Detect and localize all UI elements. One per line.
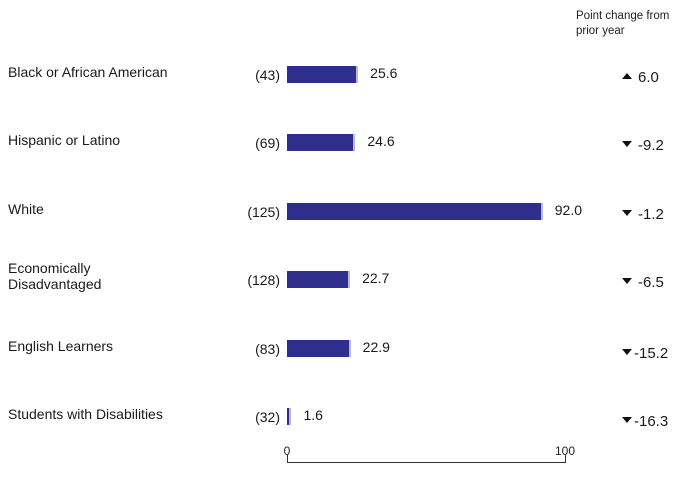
change-column-header: Point change from prior year <box>576 10 670 37</box>
point-change: -16.3 <box>622 413 668 430</box>
value-label: 92.0 <box>554 202 582 218</box>
point-change: -1.2 <box>622 206 664 223</box>
category-label: Economically Disadvantaged <box>8 260 102 292</box>
category-label: English Learners <box>8 338 114 354</box>
arrow-up-icon <box>622 73 632 80</box>
count-label: (128) <box>247 272 280 288</box>
bar <box>287 203 543 220</box>
category-label: Students with Disabilities <box>8 406 163 422</box>
arrow-down-icon <box>622 141 632 148</box>
bar <box>287 271 351 288</box>
value-label: 24.6 <box>367 133 395 149</box>
value-label: 25.6 <box>370 65 398 81</box>
category-label: White <box>8 201 44 217</box>
x-axis-tick <box>287 455 288 463</box>
count-label: (32) <box>255 409 280 425</box>
point-change-value: -9.2 <box>638 137 664 154</box>
x-tick-label: 0 <box>283 444 291 458</box>
count-label: (43) <box>255 67 280 83</box>
point-change: -6.5 <box>622 274 664 291</box>
arrow-down-icon <box>622 278 632 285</box>
point-change-value: -15.2 <box>634 345 669 362</box>
x-axis-tick <box>565 455 566 463</box>
point-change: 6.0 <box>622 69 659 86</box>
category-label: Hispanic or Latino <box>8 132 121 148</box>
x-tick-label: 100 <box>554 444 576 458</box>
arrow-down-icon <box>622 210 632 217</box>
point-change: -9.2 <box>622 137 664 154</box>
x-axis-line <box>287 462 565 463</box>
arrow-down-icon <box>622 417 632 424</box>
bar <box>287 340 351 357</box>
category-label: Black or African American <box>8 64 168 80</box>
value-label: 1.6 <box>303 407 323 423</box>
point-change-value: -1.2 <box>638 206 664 223</box>
count-label: (83) <box>255 341 280 357</box>
point-change: -15.2 <box>622 345 668 362</box>
point-change-value: -6.5 <box>638 274 664 291</box>
bar <box>287 66 359 83</box>
bar <box>287 134 356 151</box>
count-label: (69) <box>255 135 280 151</box>
bar <box>287 408 292 425</box>
value-label: 22.9 <box>362 339 390 355</box>
point-change-value: 6.0 <box>638 69 659 86</box>
point-change-value: -16.3 <box>634 413 669 430</box>
value-label: 22.7 <box>362 270 390 286</box>
count-label: (125) <box>247 204 280 220</box>
arrow-down-icon <box>622 349 632 356</box>
